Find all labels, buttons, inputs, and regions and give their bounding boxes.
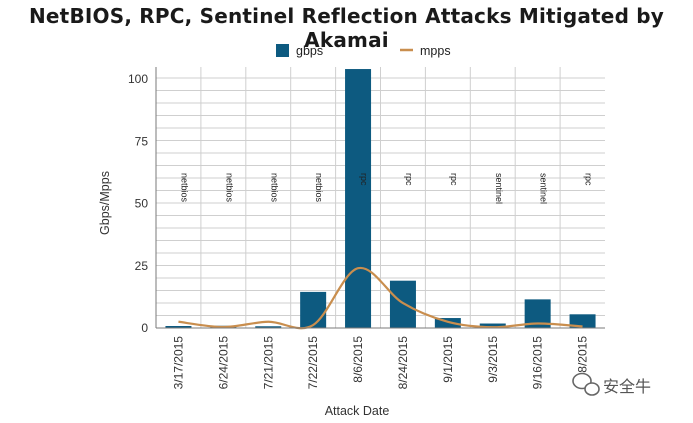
legend-swatch-gbps	[276, 44, 289, 57]
x-tick-label: 9/1/2015	[441, 336, 455, 383]
watermark-text: 安全牛	[603, 377, 651, 396]
x-tick-label: 9/3/2015	[486, 336, 500, 383]
x-axis: 3/17/2015 6/24/2015 7/21/2015 7/22/2015 8/6/…	[171, 336, 589, 390]
x-tick-label: 7/21/2015	[261, 336, 275, 390]
line-mpps	[178, 267, 583, 330]
chart-title: NetBIOS, RPC, Sentinel Reflection Attack…	[28, 4, 665, 52]
bar-gbps	[569, 314, 596, 328]
annotation-label: netbios	[314, 173, 324, 203]
annotation-label: netbios	[269, 173, 279, 203]
bar-gbps	[434, 318, 461, 328]
grid-lines	[156, 67, 605, 328]
x-tick-label: 3/17/2015	[171, 336, 185, 390]
axes	[155, 67, 605, 329]
legend-label-mpps: mpps	[420, 44, 451, 58]
annotation-label: netbios	[179, 173, 189, 203]
x-axis-title: Attack Date	[325, 404, 390, 418]
annotation-label: rpc	[404, 173, 414, 186]
y-tick-label: 50	[135, 197, 149, 211]
annotation-label: netbios	[224, 173, 234, 203]
annotation-label: rpc	[584, 173, 594, 186]
wechat-icon	[572, 372, 600, 396]
y-tick-label: 75	[135, 134, 149, 148]
bar-gbps	[345, 69, 372, 328]
legend-label-gbps: gbps	[296, 44, 323, 58]
x-tick-label: 6/24/2015	[216, 336, 230, 390]
annotation-label: rpc	[449, 173, 459, 186]
x-tick-label: 8/2015	[576, 336, 590, 373]
line-series	[178, 267, 583, 330]
y-tick-label: 25	[135, 259, 149, 273]
bar-gbps	[479, 323, 506, 328]
y-tick-label: 100	[128, 72, 148, 86]
annotations: netbios netbios netbios netbios rpc rpc rpc sen…	[179, 173, 593, 204]
bar-gbps	[165, 326, 192, 328]
y-axis: 0 25 50 75 100	[128, 72, 148, 335]
y-axis-title: Gbps/Mpps	[98, 171, 112, 235]
x-tick-label: 8/6/2015	[351, 336, 365, 383]
y-tick-label: 0	[141, 321, 148, 335]
annotation-label: rpc	[359, 173, 369, 186]
annotation-label: sentinel	[494, 173, 504, 204]
x-tick-label: 7/22/2015	[306, 336, 320, 390]
legend: gbps mpps	[276, 44, 451, 58]
bar-series	[165, 69, 596, 328]
x-tick-label: 8/24/2015	[396, 336, 410, 390]
x-tick-label: 9/16/2015	[531, 336, 545, 390]
bar-gbps	[255, 326, 282, 328]
bar-gbps	[300, 291, 327, 328]
annotation-label: sentinel	[539, 173, 549, 204]
watermark: 安全牛	[572, 372, 651, 396]
